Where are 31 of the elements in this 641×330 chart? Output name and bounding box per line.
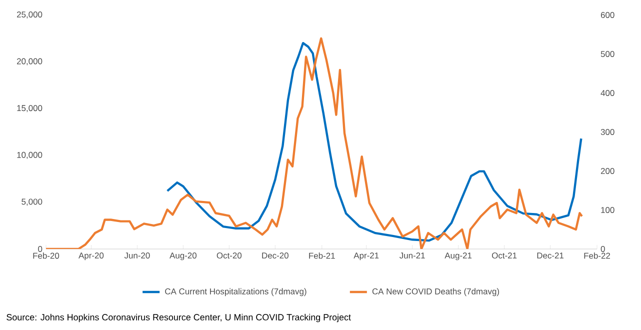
line-series	[166, 42, 582, 242]
y-tick-label: 5,000	[22, 198, 42, 206]
y2-tick-label: 0	[600, 246, 605, 252]
y2-tick-label: 200	[600, 168, 614, 174]
y-tick-label: 20,000	[17, 58, 42, 66]
y2-tick-label: 100	[601, 207, 614, 213]
legend-label: CA New COVID Deaths (7dmavg)	[372, 288, 499, 296]
y2-tick-label: 500	[600, 51, 614, 57]
x-tick-label: Feb-21	[309, 252, 335, 259]
line-series	[46, 37, 584, 249]
x-tick-label: Dec-20	[262, 252, 288, 259]
x-tick-label: Aug-20	[170, 252, 196, 260]
x-tick-label: Apr-21	[354, 252, 379, 260]
y2-tick-label: 300	[600, 129, 614, 135]
x-tick-label: Jun-20	[124, 252, 150, 259]
x-tick-label: Jun-21	[400, 252, 425, 259]
legend-label: CA Current Hospitalizations (7dmavg)	[165, 288, 306, 296]
x-tick-label: Oct-20	[216, 252, 242, 259]
y-tick-label: 25,000	[17, 12, 42, 18]
x-tick-label: Aug-21	[444, 252, 472, 260]
x-tick-label: Dec-21	[537, 252, 564, 259]
y-tick-label: 10,000	[17, 152, 42, 159]
y2-tick-label: 400	[600, 90, 614, 96]
source-note: Source: Johns Hopkins Coronavirus Resource Center, U Minn COVID Tracking Project	[6, 314, 351, 322]
x-tick-label: Apr-20	[78, 252, 104, 260]
x-tick-label: Feb-20	[33, 252, 60, 259]
y-tick-label: 15,000	[17, 105, 42, 112]
x-tick-label: Feb-22	[584, 252, 610, 259]
x-tick-label: Oct-21	[492, 252, 517, 259]
y-tick-label: 0	[38, 246, 42, 252]
y2-tick-label: 600	[600, 12, 614, 18]
